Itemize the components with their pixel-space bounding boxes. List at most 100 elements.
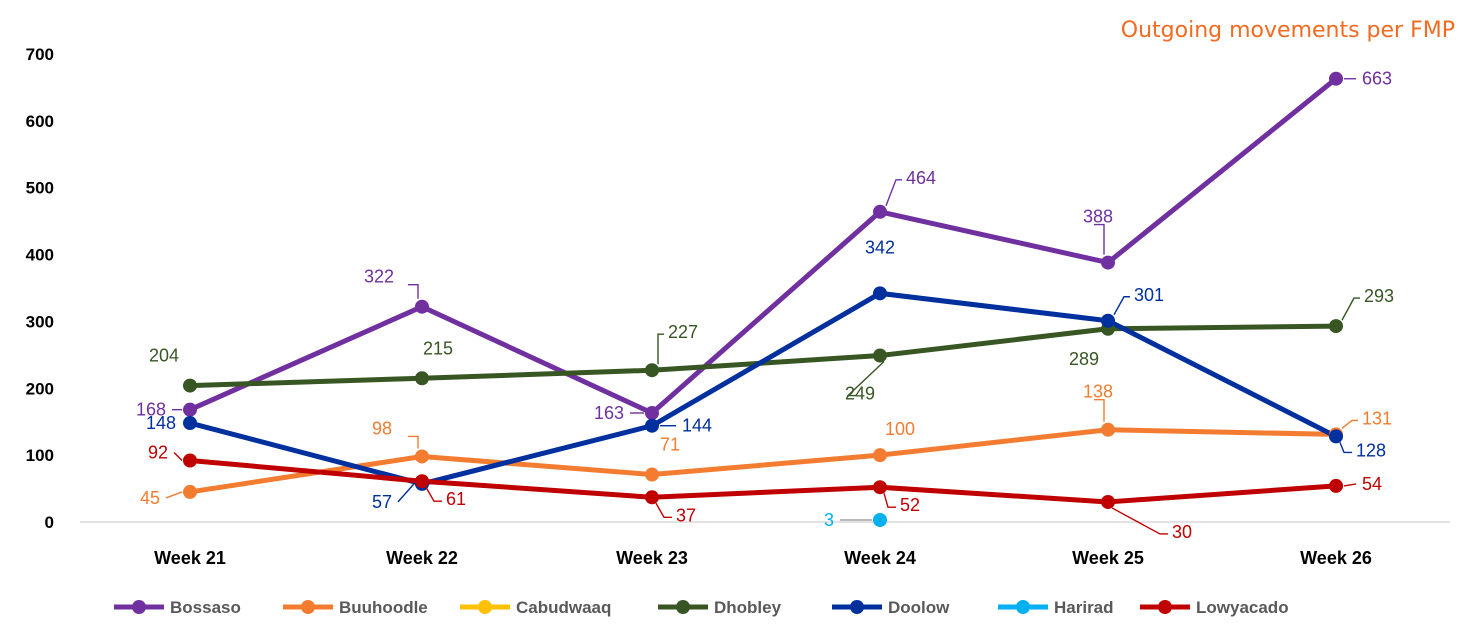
data-point-dhobley (873, 348, 887, 363)
data-label-lowyacado: 52 (900, 495, 920, 515)
data-point-buuhoodle (645, 467, 659, 482)
x-tick-label: Week 21 (154, 548, 226, 568)
data-label-dhobley: 204 (149, 346, 179, 366)
leader-line-lowyacado (1111, 507, 1168, 535)
data-label-lowyacado: 92 (148, 442, 168, 462)
y-tick-label: 600 (26, 112, 54, 131)
series-lines (187, 76, 1339, 505)
data-label-bossaso: 663 (1362, 69, 1392, 89)
legend-swatch-marker (850, 600, 864, 614)
leader-line-lowyacado (425, 486, 442, 502)
leader-line-lowyacado (655, 502, 672, 518)
data-label-bossaso: 163 (594, 403, 624, 423)
y-tick-label: 400 (26, 246, 54, 265)
legend: Bossaso Buuhoodle Cabudwaaq Dhobley Doolow Ha… (114, 598, 1289, 617)
data-point-doolow (1101, 313, 1115, 328)
data-label-harirad: 3 (824, 510, 834, 530)
x-tick-label: Week 23 (616, 548, 688, 568)
data-label-lowyacado: 61 (446, 489, 466, 509)
data-label-doolow: 342 (865, 237, 895, 257)
data-point-lowyacado (415, 474, 429, 489)
legend-swatch-marker (1158, 600, 1172, 614)
y-tick-label: 700 (26, 45, 54, 64)
data-label-doolow: 128 (1356, 440, 1386, 460)
data-label-dhobley: 249 (845, 384, 875, 404)
data-label-bossaso: 322 (364, 267, 394, 287)
label-leader-lines (165, 78, 1360, 535)
leader-line-dhobley (1341, 297, 1360, 321)
data-point-harirad (873, 512, 887, 527)
data-label-bossaso: 388 (1083, 207, 1113, 227)
data-labels: 168 322 163 464 388 663 45 98 71 100 138 131 204 215 2… (136, 69, 1394, 542)
leader-line-buuhoodle (1094, 399, 1105, 422)
leader-line-doolow (1339, 442, 1352, 454)
data-point-buuhoodle (415, 449, 429, 464)
data-label-buuhoodle: 138 (1083, 382, 1113, 402)
data-label-bossaso: 464 (906, 168, 936, 188)
data-label-dhobley: 215 (423, 338, 453, 358)
chart-title: Outgoing movements per FMP (1120, 18, 1455, 43)
leader-line-dhobley (846, 361, 885, 397)
data-label-bossaso: 168 (136, 400, 166, 420)
data-point-bossaso (645, 406, 659, 421)
x-tick-label: Week 24 (844, 548, 916, 568)
series-line-buuhoodle (187, 427, 1339, 495)
data-label-doolow: 144 (682, 416, 712, 436)
leader-line-lowyacado (1343, 483, 1357, 487)
data-label-buuhoodle: 98 (372, 418, 392, 438)
leader-line-bossaso (408, 284, 419, 299)
legend-label-doolow: Doolow (888, 598, 950, 617)
legend-swatch-marker (478, 600, 492, 614)
y-tick-label: 0 (45, 513, 54, 532)
data-label-doolow: 301 (1134, 285, 1164, 305)
series-line-doolow (187, 290, 1339, 487)
x-tick-label: Week 22 (386, 548, 458, 568)
data-point-dhobley (645, 363, 659, 378)
data-point-doolow (873, 286, 887, 301)
legend-swatch-marker (301, 600, 315, 614)
y-tick-label: 100 (26, 446, 54, 465)
data-point-dhobley (183, 378, 197, 393)
data-label-doolow: 57 (372, 492, 392, 512)
data-point-lowyacado (1329, 478, 1343, 493)
data-point-bossaso (1101, 255, 1115, 270)
data-point-dhobley (1329, 319, 1343, 334)
data-point-lowyacado (645, 490, 659, 505)
y-tick-label: 300 (26, 312, 54, 331)
data-label-buuhoodle: 131 (1362, 408, 1392, 428)
leader-line-doolow (397, 483, 415, 503)
data-point-lowyacado (1101, 494, 1115, 509)
leader-line-doolow (1113, 296, 1130, 316)
legend-swatch-marker (1016, 600, 1030, 614)
data-label-dhobley: 289 (1069, 349, 1099, 369)
data-point-lowyacado (873, 480, 887, 495)
y-tick-label: 200 (26, 379, 54, 398)
data-label-buuhoodle: 45 (140, 488, 160, 508)
x-axis-ticks: Week 21 Week 22 Week 23 Week 24 Week 25 Week … (154, 548, 1372, 568)
data-label-lowyacado: 54 (1362, 474, 1382, 494)
legend-swatch-marker (676, 600, 690, 614)
data-point-dhobley (415, 371, 429, 386)
x-tick-label: Week 26 (1300, 548, 1372, 568)
data-point-bossaso (873, 204, 887, 219)
data-point-doolow (183, 416, 197, 431)
data-point-buuhoodle (183, 484, 197, 499)
leader-line-lowyacado (173, 451, 183, 461)
data-label-dhobley: 227 (668, 322, 698, 342)
legend-label-lowyacado: Lowyacado (1196, 598, 1289, 617)
leader-line-bossaso (1094, 223, 1105, 255)
data-point-bossaso (1329, 71, 1343, 86)
legend-label-bossaso: Bossaso (170, 598, 241, 617)
series-line-lowyacado (187, 457, 1339, 505)
data-label-buuhoodle: 71 (660, 435, 680, 455)
data-point-buuhoodle (1101, 422, 1115, 437)
data-point-lowyacado (183, 453, 197, 468)
leader-line-lowyacado (883, 493, 896, 508)
legend-label-dhobley: Dhobley (714, 598, 782, 617)
series-line-dhobley (187, 323, 1339, 389)
legend-label-cabudwaaq: Cabudwaaq (516, 598, 611, 617)
leader-line-dhobley (657, 333, 664, 365)
legend-label-buuhoodle: Buuhoodle (339, 598, 428, 617)
data-point-doolow (645, 418, 659, 433)
